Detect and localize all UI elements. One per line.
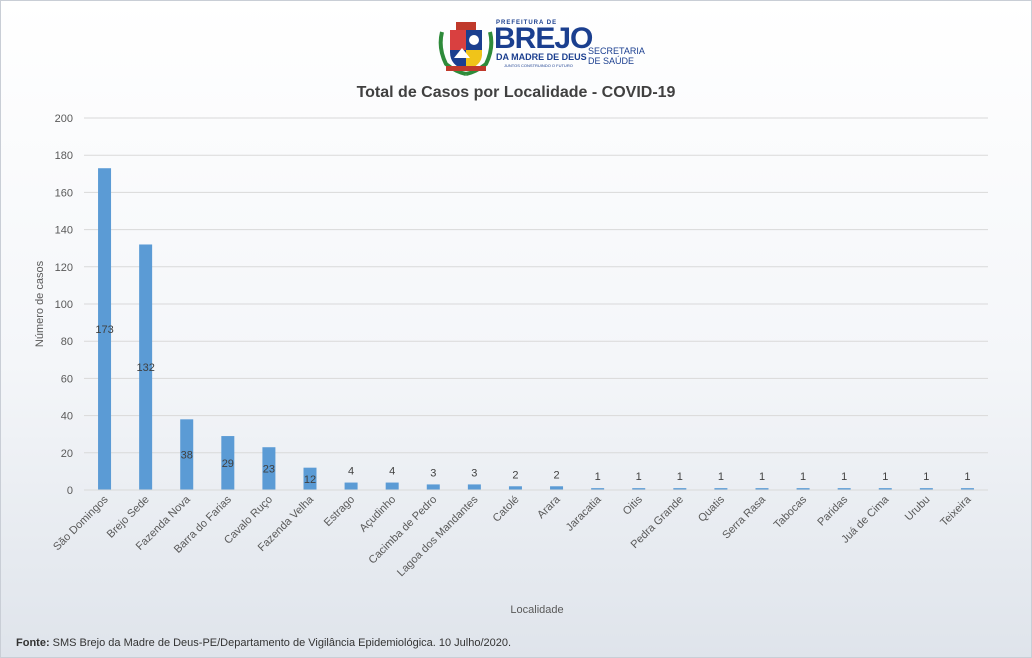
y-tick-label: 40 bbox=[61, 411, 73, 423]
x-tick-label: Cacimba de Pedro bbox=[366, 494, 439, 567]
x-tick-label: São Domingos bbox=[51, 493, 111, 553]
data-label: 1 bbox=[718, 471, 724, 483]
bar bbox=[303, 467, 317, 490]
x-axis-label: Localidade bbox=[510, 604, 563, 616]
data-label: 1 bbox=[800, 471, 806, 483]
data-label: 3 bbox=[430, 467, 436, 479]
y-tick-label: 20 bbox=[61, 448, 73, 460]
data-label: 12 bbox=[304, 474, 316, 486]
bar bbox=[262, 447, 276, 490]
bar bbox=[508, 486, 522, 490]
bar bbox=[919, 488, 933, 490]
data-label: 4 bbox=[389, 466, 395, 478]
source-note: Fonte: SMS Brejo da Madre de Deus-PE/Dep… bbox=[16, 637, 512, 649]
data-label: 38 bbox=[181, 450, 193, 462]
data-label: 1 bbox=[595, 471, 601, 483]
data-label: 4 bbox=[348, 466, 354, 478]
y-tick-label: 140 bbox=[55, 225, 73, 237]
x-tick-label: Açudinho bbox=[357, 494, 398, 535]
x-tick-label: Jaracatia bbox=[564, 493, 605, 534]
bar bbox=[796, 488, 810, 490]
data-label: 1 bbox=[882, 471, 888, 483]
bar bbox=[837, 488, 851, 490]
chart-title: Total de Casos por Localidade - COVID-19 bbox=[356, 84, 676, 101]
y-tick-label: 100 bbox=[55, 299, 73, 311]
logo-secretaria: SECRETARIA DE SAÚDE bbox=[588, 46, 645, 66]
logo-top-text: PREFEITURA DE bbox=[496, 20, 558, 26]
bar bbox=[755, 488, 769, 490]
bar bbox=[878, 488, 892, 490]
x-tick-label: Teixeira bbox=[938, 493, 974, 529]
logo-slogan: JUNTOS CONSTRUINDO O FUTURO bbox=[504, 63, 573, 68]
prefeitura-logo: PREFEITURA DE BREJO DA MADRE DE DEUS JUN… bbox=[438, 18, 645, 76]
y-axis-label: Número de casos bbox=[34, 260, 46, 347]
logo-name: BREJO bbox=[494, 22, 593, 55]
data-label: 2 bbox=[512, 469, 518, 481]
logo-subtitle: DA MADRE DE DEUS bbox=[496, 52, 587, 62]
x-tick-label: Arara bbox=[535, 493, 563, 521]
bar bbox=[385, 482, 399, 490]
x-tick-label: Lagoa dos Mandantes bbox=[395, 493, 481, 579]
bar bbox=[673, 488, 687, 490]
data-label: 1 bbox=[923, 471, 929, 483]
x-tick-label: Quatis bbox=[696, 493, 727, 524]
data-label: 23 bbox=[263, 464, 275, 476]
y-tick-label: 160 bbox=[55, 187, 73, 199]
y-tick-label: 60 bbox=[61, 373, 73, 385]
y-tick-label: 80 bbox=[61, 336, 73, 348]
bar bbox=[426, 484, 440, 490]
data-label: 1 bbox=[964, 471, 970, 483]
data-label: 1 bbox=[841, 471, 847, 483]
brasao-icon bbox=[438, 22, 494, 76]
bar bbox=[467, 484, 481, 490]
bar bbox=[960, 488, 974, 490]
x-tick-label: Catolé bbox=[491, 494, 522, 525]
data-label: 173 bbox=[95, 324, 113, 336]
x-tick-label: Urubu bbox=[903, 494, 933, 524]
y-tick-label: 0 bbox=[67, 485, 73, 497]
bar bbox=[98, 168, 112, 490]
x-tick-label: Serra Rasa bbox=[720, 493, 768, 541]
bar bbox=[344, 482, 358, 490]
y-tick-label: 180 bbox=[55, 150, 73, 162]
bar bbox=[632, 488, 646, 490]
bar bbox=[180, 419, 194, 490]
data-label: 2 bbox=[553, 469, 559, 481]
bar bbox=[139, 244, 153, 490]
bar bbox=[714, 488, 728, 490]
data-label: 1 bbox=[759, 471, 765, 483]
x-tick-label: Tabocas bbox=[772, 493, 810, 531]
data-label: 1 bbox=[636, 471, 642, 483]
y-tick-label: 120 bbox=[55, 262, 73, 274]
y-tick-label: 200 bbox=[55, 113, 73, 125]
x-tick-label: Paridas bbox=[815, 493, 850, 528]
data-label: 132 bbox=[136, 362, 154, 374]
data-label: 3 bbox=[471, 467, 477, 479]
bar bbox=[221, 436, 235, 490]
data-label: 29 bbox=[222, 458, 234, 470]
data-label: 1 bbox=[677, 471, 683, 483]
bar bbox=[550, 486, 564, 490]
x-tick-label: Estrago bbox=[322, 494, 357, 529]
x-tick-label: Oitis bbox=[621, 493, 645, 517]
bar bbox=[591, 488, 605, 490]
